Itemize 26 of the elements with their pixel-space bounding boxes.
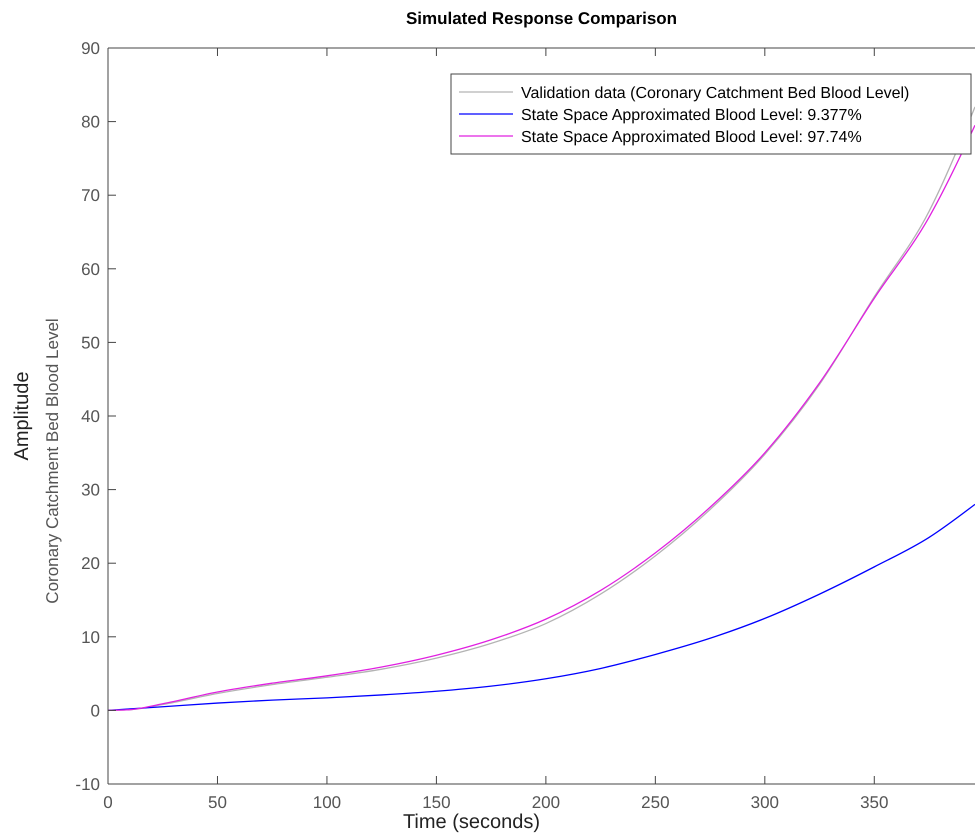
y-tick-label: 50 bbox=[81, 333, 100, 352]
x-tick-label: 350 bbox=[860, 793, 888, 812]
text: Coronary Catchment Bed Blood Level bbox=[43, 318, 62, 604]
x-tick-label: 200 bbox=[532, 793, 560, 812]
x-tick-label: 150 bbox=[422, 793, 451, 812]
legend-label: State Space Approximated Blood Level: 97.74% bbox=[521, 129, 862, 146]
y-tick-label: 40 bbox=[81, 407, 100, 426]
x-tick-label: 100 bbox=[312, 793, 342, 812]
y-axis-title: Amplitude bbox=[11, 372, 33, 460]
x-axis-title: Time (seconds) bbox=[402, 811, 540, 833]
x-tick-label: 50 bbox=[208, 793, 227, 812]
legend-label: State Space Approximated Blood Level: 9.377% bbox=[521, 107, 862, 124]
y-tick-label: -10 bbox=[75, 775, 100, 794]
x-tick-label: 0 bbox=[103, 793, 113, 812]
legend-label: Validation data (Coronary Catchment Bed Blood Level) bbox=[521, 85, 910, 102]
y-tick-label: 60 bbox=[81, 260, 100, 279]
y-tick-label: 30 bbox=[81, 480, 100, 500]
y-tick-label: 10 bbox=[81, 628, 100, 647]
chart-title: Simulated Response Comparison bbox=[406, 9, 678, 28]
x-tick-label: 250 bbox=[641, 793, 670, 812]
y-tick-label: 20 bbox=[81, 554, 100, 574]
x-tick-label: 300 bbox=[750, 793, 780, 812]
y-tick-label: 90 bbox=[81, 39, 100, 58]
y-tick-label: 0 bbox=[90, 701, 100, 720]
y-tick-label: 70 bbox=[81, 186, 100, 206]
y-tick-label: 80 bbox=[81, 112, 100, 132]
